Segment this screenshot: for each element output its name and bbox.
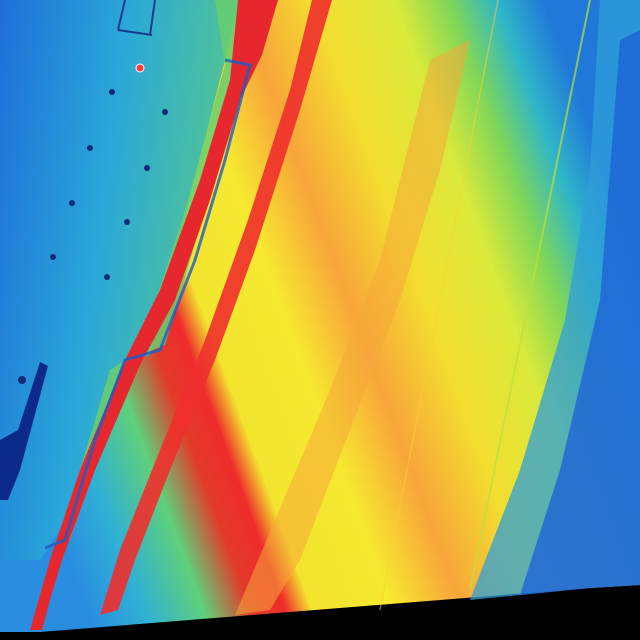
hot-point-marker (135, 63, 145, 73)
cold-spots (18, 89, 168, 384)
lane-line (379, 0, 499, 611)
cool-left-zone (0, 0, 240, 560)
warm-lane-band (235, 40, 470, 615)
lane-line (469, 0, 591, 591)
cold-right-edge (520, 30, 640, 595)
cold-shadow-object (0, 362, 48, 500)
structure-lines (117, 0, 156, 36)
hot-sidewalk-band (30, 0, 278, 630)
hot-road-stripe (100, 0, 332, 615)
curb-edge (44, 58, 252, 550)
green-edge-strip (55, 0, 250, 545)
